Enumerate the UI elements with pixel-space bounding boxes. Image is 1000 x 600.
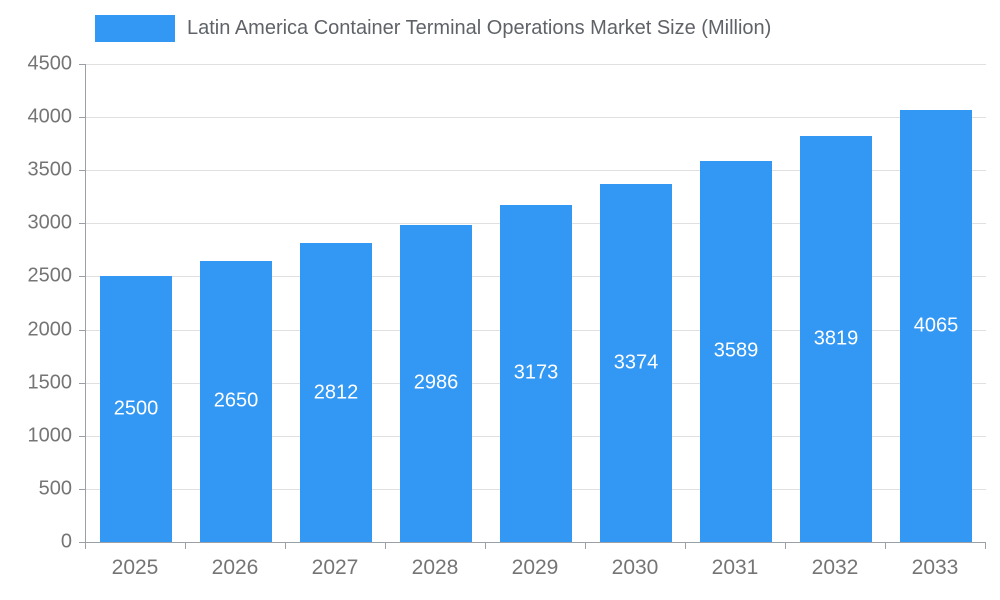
bar-value-label: 3173 [513,361,559,384]
bar-value-label: 4065 [913,314,959,337]
x-axis-tick-mark [285,543,286,549]
y-axis-tick-label: 1000 [27,424,73,447]
x-axis-tick-label: 2029 [511,556,559,579]
y-axis-tick-label: 3000 [27,211,73,234]
x-axis-tick-mark [485,543,486,549]
gridline [86,64,986,65]
y-axis-tick-mark [79,382,85,384]
x-axis-tick-mark [785,543,786,549]
y-axis-tick-label: 4500 [27,52,73,75]
x-axis-tick-label: 2033 [911,556,959,579]
plot-area: 2500 2650 2812 2986 3173 3374 3589 3819 4065 [85,64,986,543]
x-axis-tick-label: 2026 [211,556,259,579]
y-axis-tick-mark [79,542,85,543]
bar-value-label: 3819 [813,327,859,350]
x-axis-tick-label: 2032 [811,556,859,579]
y-axis-tick-label: 2000 [27,318,73,341]
gridline [86,170,986,172]
y-axis-tick-mark [79,170,85,172]
bar-2028: 2986 [400,224,472,542]
y-axis-tick-label: 2500 [27,264,73,287]
legend-swatch-icon [95,15,175,42]
y-axis-tick-mark [79,276,85,278]
y-axis-tick-label: 0 [60,530,72,553]
legend-label: Latin America Container Terminal Operati… [187,17,772,39]
x-axis-tick-mark [685,543,686,549]
bar-value-label: 2500 [113,397,159,420]
bar-2030: 3374 [600,183,672,542]
bar-2029: 3173 [500,204,572,542]
bar-2031: 3589 [700,160,772,542]
y-axis-tick-mark [79,117,85,119]
y-axis-tick-mark [79,329,85,331]
y-axis-tick-label: 3500 [27,158,73,181]
y-axis-tick-mark [79,223,85,225]
y-axis-tick-mark [79,64,85,65]
x-axis-tick-label: 2028 [411,556,459,579]
x-axis-tick-label: 2030 [611,556,659,579]
y-axis-tick-label: 500 [38,477,72,500]
bar-2025: 2500 [100,276,172,542]
x-axis-tick-mark [985,543,986,549]
x-axis-tick-mark [885,543,886,549]
y-axis-tick-mark [79,435,85,437]
x-axis-tick-mark [85,543,86,549]
bar-2033: 4065 [900,110,972,542]
bar-2032: 3819 [800,136,872,542]
bar-value-label: 2650 [213,389,259,412]
x-axis-tick-mark [385,543,386,549]
x-axis-tick-mark [585,543,586,549]
bar-2027: 2812 [300,243,372,542]
chart-legend: Latin America Container Terminal Operati… [95,15,771,42]
x-axis-tick-mark [185,543,186,549]
bar-value-label: 2812 [313,381,359,404]
x-axis-tick-label: 2027 [311,556,359,579]
y-axis-tick-label: 1500 [27,371,73,394]
y-axis-tick-label: 4000 [27,105,73,128]
y-axis-tick-mark [79,488,85,490]
x-axis-tick-label: 2031 [711,556,759,579]
bar-2026: 2650 [200,260,272,542]
bar-value-label: 2986 [413,371,459,394]
x-axis-tick-label: 2025 [111,556,159,579]
bar-value-label: 3374 [613,351,659,374]
bar-value-label: 3589 [713,339,759,362]
gridline [86,117,986,119]
